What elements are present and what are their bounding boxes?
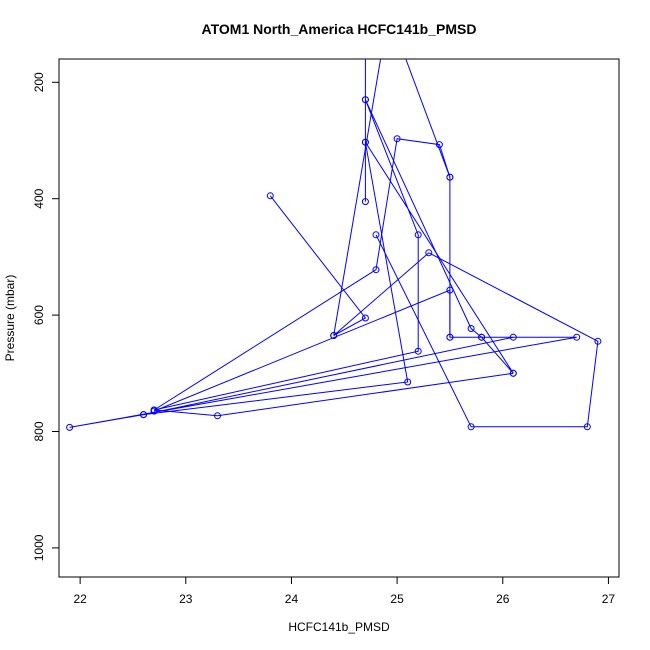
series-line <box>269 195 599 428</box>
data-point <box>414 347 422 355</box>
data-point <box>446 333 454 341</box>
series-line <box>69 59 577 428</box>
y-tick-label: 1000 <box>32 534 46 561</box>
series-line <box>333 59 382 336</box>
data-point <box>361 314 369 322</box>
data-point <box>330 332 338 339</box>
chart-title: ATOM1 North_America HCFC141b_PMSD <box>202 21 477 37</box>
data-point <box>583 423 591 431</box>
data-point <box>414 231 422 239</box>
data-point <box>361 96 369 104</box>
x-tick-label: 27 <box>602 592 616 606</box>
series-line <box>154 372 514 417</box>
data-point <box>594 337 602 345</box>
series-line <box>405 59 451 178</box>
data-point <box>509 369 517 377</box>
x-tick-label: 26 <box>496 592 510 606</box>
data-point <box>66 423 74 431</box>
data-point <box>393 135 401 143</box>
data-point <box>372 231 380 239</box>
x-axis-label: HCFC141b_PMSD <box>288 620 390 634</box>
data-point <box>425 249 433 257</box>
y-tick-label: 200 <box>32 72 46 92</box>
data-point <box>214 412 221 420</box>
data-point <box>467 423 475 431</box>
series-line <box>143 142 409 416</box>
data-point <box>435 141 443 149</box>
data-point <box>478 333 486 341</box>
x-tick-label: 25 <box>390 592 404 606</box>
plot-frame <box>58 58 620 578</box>
data-point <box>573 333 581 341</box>
y-tick-label: 600 <box>32 305 46 325</box>
data-point <box>509 333 517 341</box>
x-tick-label: 22 <box>73 592 87 606</box>
x-tick-label: 23 <box>179 592 193 606</box>
data-point <box>372 266 380 274</box>
series-line <box>364 99 482 338</box>
x-tick-label: 24 <box>285 592 299 606</box>
data-point <box>140 411 147 419</box>
data-point <box>266 192 274 200</box>
data-point <box>361 138 369 146</box>
x-axis: 22 23 24 25 26 27 <box>73 576 616 606</box>
data-layer <box>66 59 602 431</box>
y-axis: 200 400 600 800 1000 <box>32 72 60 561</box>
series-line <box>153 289 451 412</box>
data-point <box>446 173 454 181</box>
data-point <box>446 286 454 294</box>
data-point <box>361 198 369 206</box>
y-axis-label: Pressure (mbar) <box>3 275 17 362</box>
data-point <box>467 325 475 332</box>
data-point <box>404 378 412 386</box>
y-tick-label: 800 <box>32 421 46 441</box>
y-tick-label: 400 <box>32 188 46 208</box>
